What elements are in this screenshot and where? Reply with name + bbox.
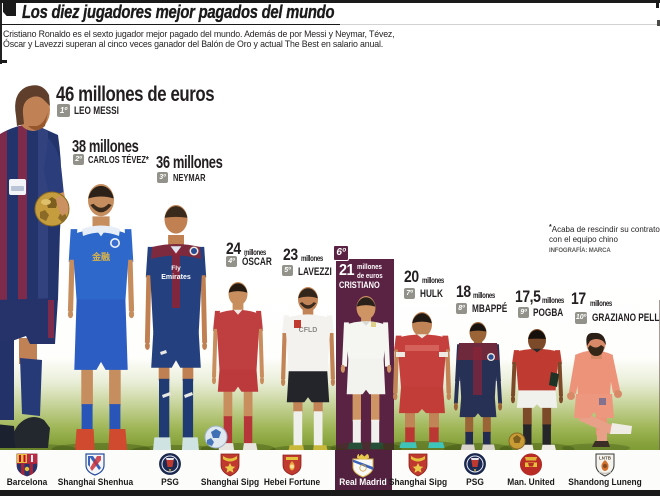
svg-text:LNTB: LNTB bbox=[599, 456, 612, 461]
svg-text:Fly: Fly bbox=[171, 265, 181, 272]
svg-text:Emirates: Emirates bbox=[161, 274, 191, 281]
svg-text:CFLD: CFLD bbox=[299, 327, 318, 334]
svg-text:金融: 金融 bbox=[91, 251, 110, 262]
